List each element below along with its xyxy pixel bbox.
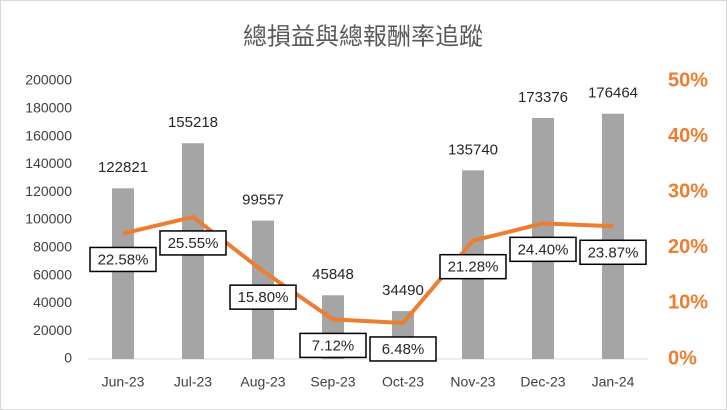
x-tick-label: Dec-23: [520, 374, 565, 390]
value-label-box: [159, 230, 227, 256]
bar-value-label: 34490: [382, 282, 424, 299]
chart-title: 總損益與總報酬率追蹤: [243, 23, 483, 50]
y-tick-label: 80000: [33, 239, 72, 255]
line-value-label: 22.58%: [98, 251, 149, 268]
x-tick-label: Jun-23: [102, 374, 145, 390]
value-label-box: [439, 253, 507, 280]
y-tick-label: 40000: [33, 294, 72, 310]
value-label-box: [369, 336, 437, 362]
bar: [602, 113, 624, 359]
value-label-box: [89, 246, 157, 273]
y2-tick-label: 20%: [668, 236, 708, 258]
bar-value-label: 135740: [448, 141, 498, 158]
line-value-label: 6.48%: [382, 341, 425, 358]
line-value-label: 21.28%: [448, 259, 499, 276]
y2-tick-label: 40%: [668, 125, 708, 147]
bar: [112, 188, 134, 359]
bar-value-label: 122821: [98, 159, 148, 176]
x-tick-label: Oct-23: [382, 374, 424, 390]
y-tick-label: 140000: [25, 155, 72, 171]
line-value-label: 25.55%: [168, 235, 219, 252]
y2-tick-label: 10%: [668, 292, 708, 314]
line-value-label: 15.80%: [238, 289, 289, 306]
y-tick-label: 160000: [25, 127, 72, 143]
x-tick-label: Jul-23: [174, 374, 212, 390]
x-tick-label: Aug-23: [240, 374, 285, 390]
y2-tick-label: 0%: [668, 347, 697, 369]
x-tick-label: Nov-23: [450, 374, 495, 390]
y-tick-label: 0: [64, 350, 72, 366]
y-tick-label: 60000: [33, 266, 72, 282]
y-tick-label: 20000: [33, 322, 72, 338]
value-label-box: [579, 239, 647, 266]
line-value-label: 24.40%: [518, 241, 569, 258]
x-tick-label: Sep-23: [310, 374, 355, 390]
value-label-box: [509, 236, 577, 263]
y2-tick-label: 30%: [668, 180, 708, 202]
y-tick-label: 120000: [25, 183, 72, 199]
x-tick-label: Jan-24: [592, 374, 635, 390]
bar-value-label: 176464: [588, 85, 638, 102]
value-label-box: [229, 284, 297, 310]
line-value-label: 23.87%: [588, 244, 639, 261]
y2-tick-label: 50%: [668, 69, 708, 91]
bar-value-label: 155218: [168, 114, 218, 131]
bar-value-label: 99557: [242, 192, 284, 209]
value-label-box: [299, 332, 367, 359]
line: [122, 214, 614, 325]
bar-value-label: 45848: [312, 266, 354, 283]
y-tick-label: 200000: [25, 72, 72, 88]
bar-value-label: 173376: [518, 89, 568, 106]
y-tick-label: 100000: [25, 211, 72, 227]
y-tick-label: 180000: [25, 100, 72, 116]
line-value-label: 7.12%: [312, 337, 355, 354]
